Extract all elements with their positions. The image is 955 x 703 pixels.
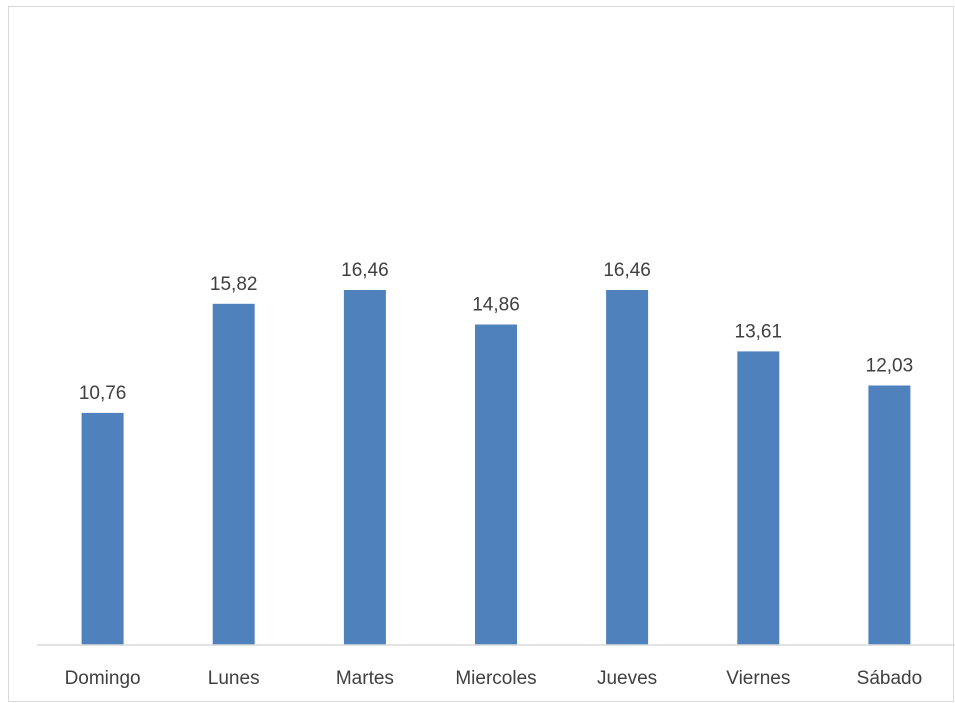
data-label-sábado: 12,03: [866, 356, 914, 377]
bar-viernes: [737, 351, 780, 645]
bar-miercoles: [475, 324, 517, 645]
data-label-jueves: 16,46: [603, 260, 651, 281]
data-label-lunes: 15,82: [210, 274, 258, 295]
data-label-martes: 16,46: [341, 260, 389, 281]
x-tick-label-sábado: Sábado: [857, 668, 923, 689]
x-tick-label-jueves: Jueves: [597, 668, 657, 689]
bar-domingo: [81, 412, 124, 645]
bar-lunes: [212, 303, 255, 645]
data-label-viernes: 13,61: [735, 321, 783, 342]
value-labels-group: 10,76 15,82 16,46 14,86 16,46 13,61 12,03: [79, 260, 913, 404]
x-tick-labels-group: Domingo Lunes Martes Miercoles Jueves Viernes…: [65, 668, 923, 689]
bar-sábado: [868, 385, 911, 645]
x-tick-label-viernes: Viernes: [726, 668, 790, 689]
x-tick-label-martes: Martes: [336, 668, 394, 689]
x-tick-label-miercoles: Miercoles: [455, 668, 536, 689]
data-label-miercoles: 14,86: [472, 295, 520, 316]
bars-group: [81, 290, 911, 645]
x-tick-label-domingo: Domingo: [65, 668, 141, 689]
bar-martes: [343, 290, 386, 645]
bar-jueves: [606, 290, 649, 645]
x-tick-label-lunes: Lunes: [208, 668, 260, 689]
data-label-domingo: 10,76: [79, 383, 127, 404]
